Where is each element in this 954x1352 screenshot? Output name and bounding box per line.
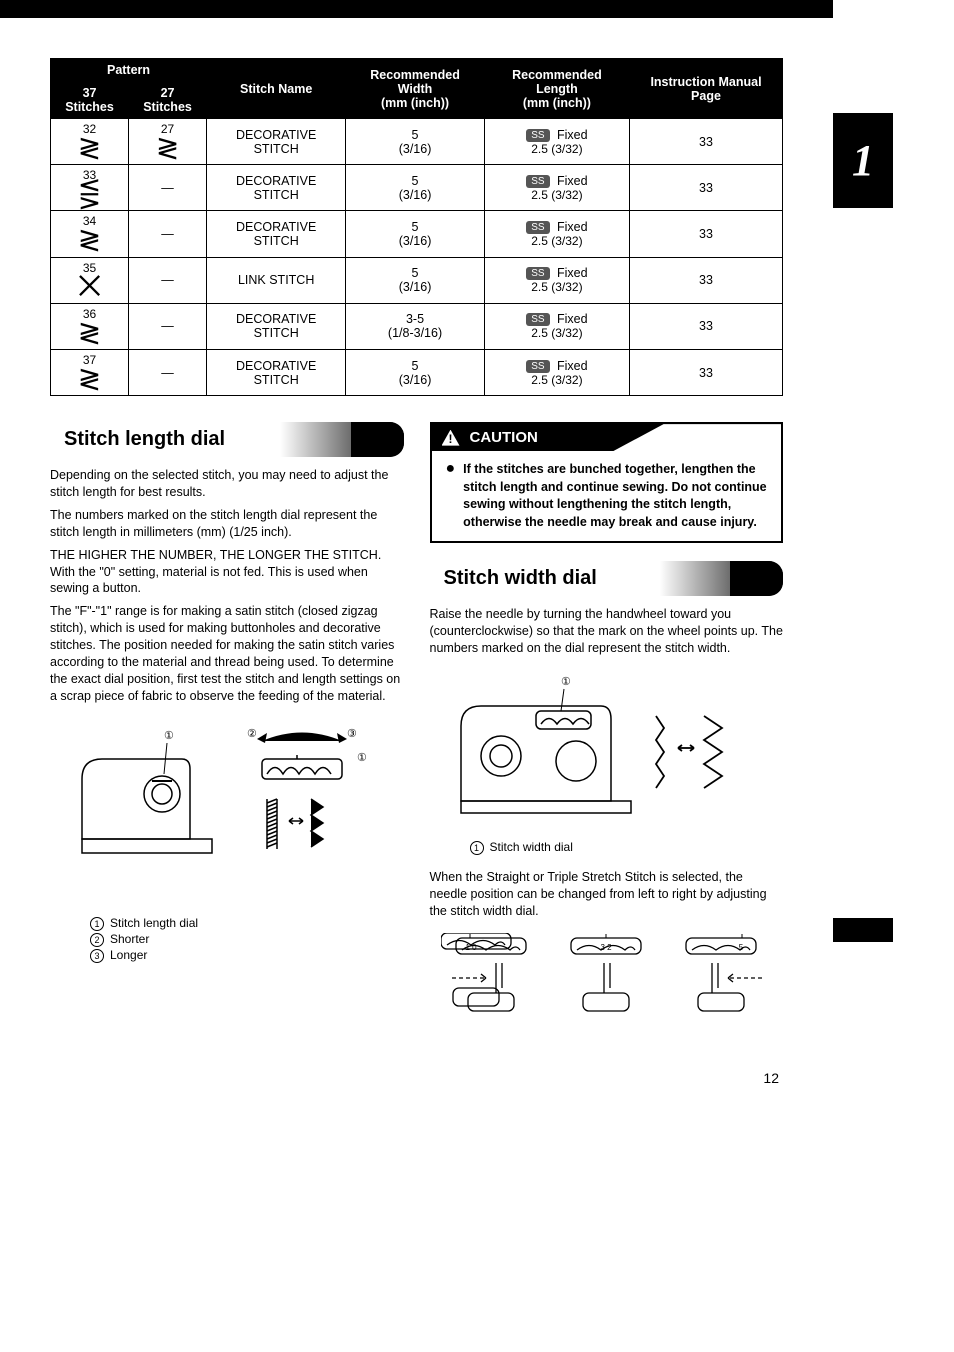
- heading-stitch-width: Stitch width dial: [430, 561, 784, 596]
- cell-27: —: [129, 165, 207, 211]
- legend-num-3: 3: [90, 949, 104, 963]
- right-column: ! CAUTION ● If the stitches are bunched …: [430, 422, 784, 1040]
- th-37: 37 Stitches: [51, 82, 129, 119]
- legend-w1: Stitch width dial: [490, 840, 573, 854]
- th-width-unit: (mm (inch)): [381, 96, 449, 110]
- warning-icon: !: [442, 430, 460, 446]
- th-27: 27 Stitches: [129, 82, 207, 119]
- cell-length: SS Fixed2.5 (3/32): [484, 165, 629, 211]
- table-row: 32≷27≷DECORATIVE STITCH5(3/16)SS Fixed2.…: [51, 119, 783, 165]
- legend-num-w1: 1: [470, 841, 484, 855]
- th-pattern: Pattern: [51, 59, 207, 82]
- side-stripe: [833, 918, 893, 942]
- th-width-label: Recommended Width: [370, 68, 460, 96]
- p-length-2: The numbers marked on the stitch length …: [50, 507, 404, 541]
- fig-width-dial: ①: [430, 671, 784, 855]
- heading-stitch-length: Stitch length dial: [50, 422, 404, 457]
- svg-text:②: ②: [247, 728, 257, 740]
- bullet-icon: ●: [446, 461, 456, 531]
- cell-name: DECORATIVE STITCH: [207, 303, 346, 349]
- legend-num-1: 1: [90, 917, 104, 931]
- cell-37: 36≷: [51, 303, 129, 349]
- p-length-1: Depending on the selected stitch, you ma…: [50, 467, 404, 501]
- caution-box: ! CAUTION ● If the stitches are bunched …: [430, 422, 784, 543]
- cell-width: 5(3/16): [346, 349, 485, 395]
- p-width-2: When the Straight or Triple Stretch Stit…: [430, 869, 784, 920]
- cell-page: 33: [630, 211, 783, 257]
- top-stripe: [0, 0, 833, 18]
- caution-body: ● If the stitches are bunched together, …: [432, 451, 782, 541]
- cell-name: DECORATIVE STITCH: [207, 349, 346, 395]
- cell-name: DECORATIVE STITCH: [207, 165, 346, 211]
- cell-27: —: [129, 211, 207, 257]
- table-row: 33⋚—DECORATIVE STITCH5(3/16)SS Fixed2.5 …: [51, 165, 783, 211]
- cell-length: SS Fixed2.5 (3/32): [484, 349, 629, 395]
- legend-1: Stitch length dial: [110, 916, 198, 930]
- th-manual: Instruction Manual Page: [630, 59, 783, 119]
- p-length-4: The "F"-"1" range is for making a satin …: [50, 603, 404, 704]
- cell-page: 33: [630, 257, 783, 303]
- cell-width: 5(3/16): [346, 257, 485, 303]
- caution-text: If the stitches are bunched together, le…: [463, 461, 767, 531]
- svg-text:③: ③: [347, 728, 357, 740]
- cell-length: SS Fixed2.5 (3/32): [484, 257, 629, 303]
- p-length-3: THE HIGHER THE NUMBER, THE LONGER THE ST…: [50, 547, 404, 598]
- page-number: 12: [50, 1070, 783, 1086]
- fig-length-dial: ① ② ③ ①: [50, 719, 404, 902]
- chapter-tab: 1: [833, 113, 893, 208]
- cell-27: 27≷: [129, 119, 207, 165]
- cell-width: 5(3/16): [346, 211, 485, 257]
- th-length: Recommended Length (mm (inch)): [484, 59, 629, 119]
- cell-page: 33: [630, 303, 783, 349]
- th-length-label: Recommended Length: [512, 68, 602, 96]
- cell-37: 37≷: [51, 349, 129, 395]
- svg-text:1 0: 1 0: [466, 943, 478, 952]
- th-length-unit: (mm (inch)): [523, 96, 591, 110]
- fig-needle-pos: 1 0 3 2: [430, 933, 784, 1026]
- cell-length: SS Fixed2.5 (3/32): [484, 303, 629, 349]
- cell-page: 33: [630, 119, 783, 165]
- cell-27: —: [129, 257, 207, 303]
- page-content: 1 Pattern Stitch Name Recommended Width …: [0, 58, 833, 1116]
- cell-name: DECORATIVE STITCH: [207, 119, 346, 165]
- svg-text:①: ①: [164, 730, 174, 742]
- cell-27: —: [129, 349, 207, 395]
- cell-width: 5(3/16): [346, 165, 485, 211]
- cell-37: 33⋚: [51, 165, 129, 211]
- width-legend: 1 Stitch width dial: [430, 840, 784, 855]
- cell-37: 32≷: [51, 119, 129, 165]
- left-column: Stitch length dial Depending on the sele…: [50, 422, 404, 1040]
- cell-width: 5(3/16): [346, 119, 485, 165]
- legend-num-2: 2: [90, 933, 104, 947]
- cell-27: —: [129, 303, 207, 349]
- cell-page: 33: [630, 165, 783, 211]
- th-stitch-name: Stitch Name: [207, 59, 346, 119]
- cell-37: 35⨉: [51, 257, 129, 303]
- cell-name: DECORATIVE STITCH: [207, 211, 346, 257]
- svg-text:5: 5: [739, 943, 744, 952]
- table-row: 36≷—DECORATIVE STITCH3-5(1/8-3/16)SS Fix…: [51, 303, 783, 349]
- legend-3: Longer: [110, 948, 147, 962]
- length-legend: 1 Stitch length dial 2 Shorter 3 Longer: [50, 916, 404, 963]
- cell-name: LINK STITCH: [207, 257, 346, 303]
- table-row: 37≷—DECORATIVE STITCH5(3/16)SS Fixed2.5 …: [51, 349, 783, 395]
- svg-text:①: ①: [561, 676, 571, 688]
- cell-page: 33: [630, 349, 783, 395]
- th-width: Recommended Width (mm (inch)): [346, 59, 485, 119]
- p-width-1: Raise the needle by turning the handwhee…: [430, 606, 784, 657]
- caution-heading: ! CAUTION: [432, 424, 782, 451]
- cell-length: SS Fixed2.5 (3/32): [484, 211, 629, 257]
- svg-text:①: ①: [357, 752, 367, 764]
- stitch-table: Pattern Stitch Name Recommended Width (m…: [50, 58, 783, 396]
- svg-text:3 2: 3 2: [601, 943, 613, 952]
- cell-width: 3-5(1/8-3/16): [346, 303, 485, 349]
- table-row: 35⨉—LINK STITCH5(3/16)SS Fixed2.5 (3/32)…: [51, 257, 783, 303]
- caution-label: CAUTION: [470, 429, 538, 446]
- cell-length: SS Fixed2.5 (3/32): [484, 119, 629, 165]
- table-row: 34≷—DECORATIVE STITCH5(3/16)SS Fixed2.5 …: [51, 211, 783, 257]
- cell-37: 34≷: [51, 211, 129, 257]
- legend-2: Shorter: [110, 932, 149, 946]
